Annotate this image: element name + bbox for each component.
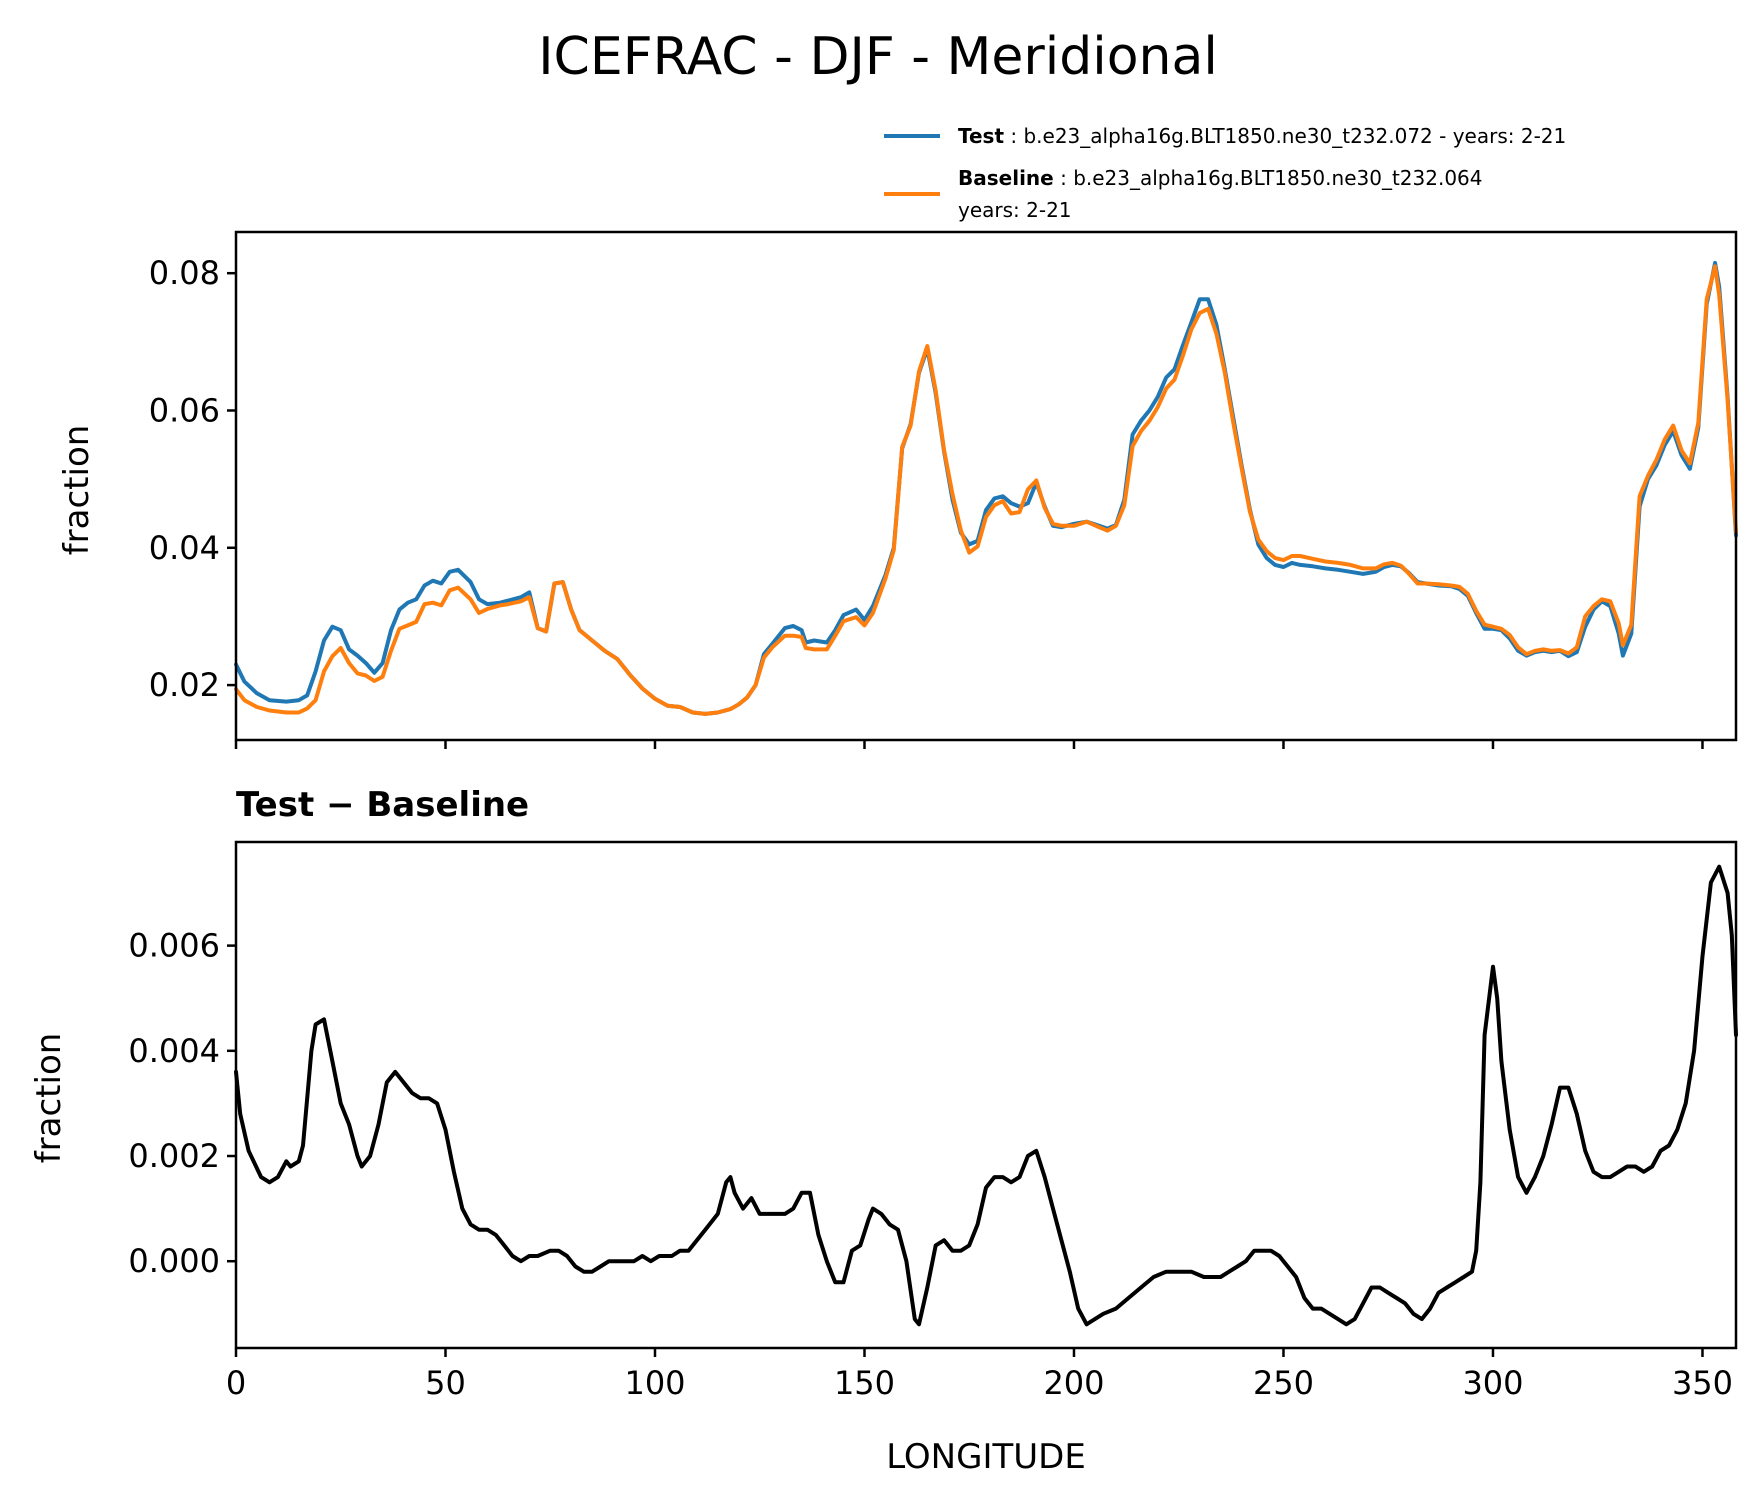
legend: Test : b.e23_alpha16g.BLT1850.ne30_t232.…: [884, 124, 1566, 222]
legend-baseline-years: years: 2-21: [958, 198, 1072, 222]
bottom-panel-title: Test − Baseline: [236, 785, 529, 825]
bottom-x-tick-label: 200: [1043, 1364, 1104, 1402]
bottom-x-tick-label: 50: [425, 1364, 466, 1402]
bottom-series: [234, 864, 1738, 1327]
bottom-x-tick-label: 250: [1253, 1364, 1314, 1402]
bottom-axes-frame: [234, 840, 1738, 1350]
bottom-y-ticks: 0.000 0.002 0.004 0.006: [128, 927, 236, 1280]
top-series: [234, 260, 1738, 716]
legend-baseline-desc: : b.e23_alpha16g.BLT1850.ne30_t232.064: [1054, 166, 1483, 190]
legend-test-desc: : b.e23_alpha16g.BLT1850.ne30_t232.072 -…: [1004, 124, 1566, 148]
legend-baseline-label: Baseline : b.e23_alpha16g.BLT1850.ne30_t…: [958, 166, 1483, 190]
top-x-ticks: [234, 740, 1704, 749]
bottom-x-ticks: 0 50 100 150 200 250 300 350: [226, 1348, 1733, 1402]
bottom-x-tick-label: 300: [1462, 1364, 1523, 1402]
bottom-x-tick-label: 150: [834, 1364, 895, 1402]
top-series-baseline: [234, 264, 1738, 716]
chart-title: ICEFRAC - DJF - Meridional: [538, 27, 1218, 87]
x-axis-label: LONGITUDE: [886, 1437, 1086, 1477]
top-y-tick-label: 0.08: [149, 254, 220, 292]
top-y-axis-label: fraction: [57, 425, 97, 556]
bottom-y-tick-label: 0.004: [128, 1032, 220, 1070]
legend-baseline-name: Baseline: [958, 166, 1054, 190]
legend-test-label: Test : b.e23_alpha16g.BLT1850.ne30_t232.…: [958, 124, 1566, 148]
bottom-x-tick-label: 0: [226, 1364, 246, 1402]
bottom-y-axis-label: fraction: [29, 1033, 69, 1164]
bottom-y-tick-label: 0.000: [128, 1242, 220, 1280]
top-y-tick-label: 0.04: [149, 529, 220, 567]
bottom-y-tick-label: 0.002: [128, 1137, 220, 1175]
top-y-ticks: 0.02 0.04 0.06 0.08: [149, 254, 236, 704]
bottom-series-test-baseline: [234, 864, 1738, 1327]
top-y-tick-label: 0.06: [149, 391, 220, 429]
top-y-tick-label: 0.02: [149, 666, 220, 704]
legend-test-name: Test: [958, 124, 1004, 148]
panel-bottom: Test − Baseline fraction 0.000 0.002 0.004…: [29, 785, 1738, 1477]
top-axes-frame: [234, 230, 1738, 742]
top-series-test: [234, 260, 1738, 716]
panel-top: fraction 0.02 0.04 0.06 0.08: [57, 230, 1738, 749]
bottom-x-tick-label: 350: [1672, 1364, 1733, 1402]
bottom-y-tick-label: 0.006: [128, 927, 220, 965]
bottom-x-tick-label: 100: [624, 1364, 685, 1402]
